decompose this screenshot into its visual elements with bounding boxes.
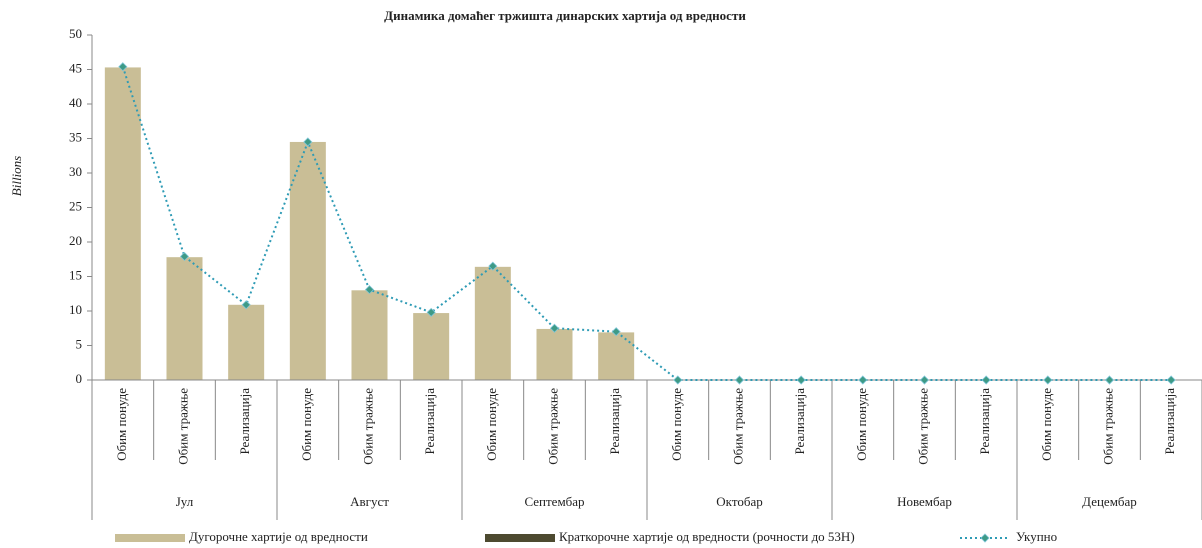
line-marker — [734, 375, 745, 385]
x-tick-label: Реализација — [422, 388, 437, 455]
y-tick-label: 10 — [69, 302, 82, 317]
y-tick-label: 5 — [76, 336, 83, 351]
line-marker — [1104, 375, 1115, 385]
x-tick-label: Реализација — [977, 388, 992, 455]
x-tick-label: Обим понуде — [114, 388, 129, 461]
y-tick-label: 0 — [76, 371, 83, 386]
line-marker — [118, 62, 128, 72]
y-tick-label: 20 — [69, 233, 82, 248]
x-tick-label: Обим тражње — [360, 388, 375, 465]
x-tick-label: Реализација — [607, 388, 622, 455]
line-marker — [1043, 375, 1053, 385]
line-marker — [981, 375, 991, 385]
bar — [289, 141, 326, 380]
legend-label: Краткорочне хартије од вредности (рочнос… — [559, 529, 855, 544]
x-tick-label: Обим понуде — [484, 388, 499, 461]
line — [121, 66, 1172, 381]
bar — [413, 313, 450, 380]
bar — [474, 266, 511, 380]
x-tick-label: Обим тражње — [1100, 388, 1115, 465]
y-tick-label: 25 — [69, 198, 82, 213]
bar — [351, 290, 388, 380]
x-tick-label: Обим понуде — [1039, 388, 1054, 461]
line-marker — [426, 307, 436, 317]
bar — [228, 304, 265, 380]
bar — [536, 328, 573, 380]
bar — [598, 332, 635, 380]
line-marker — [673, 375, 683, 385]
x-tick-label: Реализација — [1162, 388, 1177, 455]
group-label: Новембар — [897, 494, 952, 509]
line-marker — [611, 327, 621, 337]
legend-swatch — [485, 534, 555, 542]
bar — [104, 67, 141, 381]
line-marker — [796, 375, 806, 385]
group-label: Октобар — [716, 494, 762, 509]
x-tick-label: Обим тражње — [915, 388, 930, 465]
line-marker — [919, 375, 930, 385]
x-tick-label: Обим понуде — [854, 388, 869, 461]
line-marker — [1166, 375, 1176, 385]
line-marker — [241, 300, 251, 310]
x-tick-label: Обим понуде — [669, 388, 684, 461]
x-tick-label: Обим тражње — [545, 388, 560, 465]
y-tick-label: 30 — [69, 164, 82, 179]
y-tick-label: 40 — [69, 95, 82, 110]
y-tick-label: 50 — [69, 26, 82, 41]
line-marker — [179, 251, 190, 262]
x-tick-label: Обим понуде — [299, 388, 314, 461]
line-marker — [303, 137, 313, 147]
x-tick-label: Реализација — [237, 388, 252, 455]
x-tick-label: Обим тражње — [730, 388, 745, 465]
legend-label: Дугорочне хартије од вредности — [189, 529, 368, 544]
y-axis-label: Billions — [9, 156, 24, 196]
group-label: Јул — [176, 494, 194, 509]
line-marker — [488, 261, 498, 271]
y-tick-label: 15 — [69, 267, 82, 282]
line-marker — [364, 285, 375, 295]
chart-title: Динамика домаћег тржишта динарских харти… — [384, 8, 746, 23]
line-marker — [549, 323, 560, 333]
bar — [166, 257, 203, 380]
group-label: Децембар — [1082, 494, 1137, 509]
legend-swatch — [115, 534, 185, 542]
group-label: Септембар — [524, 494, 584, 509]
line-marker — [858, 375, 868, 385]
y-tick-label: 45 — [69, 60, 82, 75]
legend-marker — [980, 533, 990, 543]
x-tick-label: Обим тражње — [175, 388, 190, 465]
group-label: Август — [350, 494, 389, 509]
y-tick-label: 35 — [69, 129, 82, 144]
legend-label: Укупно — [1016, 529, 1057, 544]
x-tick-label: Реализација — [792, 388, 807, 455]
